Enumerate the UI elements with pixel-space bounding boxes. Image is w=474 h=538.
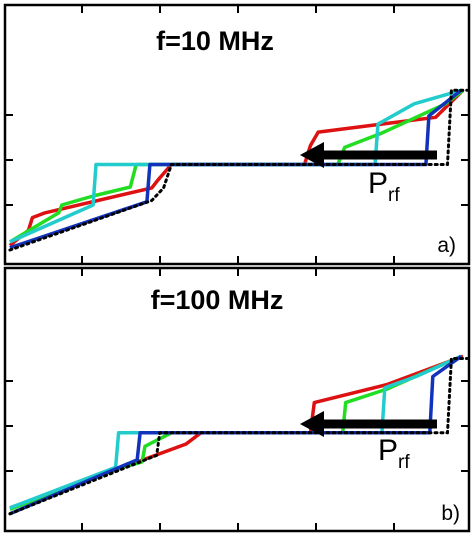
plot-area-b: [5, 268, 469, 531]
series-line-1: [8, 89, 465, 247]
arrow-label-a: Prf: [368, 167, 400, 206]
power-arrow-a: [300, 142, 437, 168]
plot-frame-a: [3, 3, 471, 266]
arrow-head-a: [300, 142, 324, 168]
arrow-label-b: Prf: [378, 434, 410, 473]
panel-b: f=100 MHz Prf b): [3, 266, 471, 533]
panel-label-b: b): [441, 502, 460, 525]
panel-label-a: a): [437, 234, 456, 257]
arrow-head-b: [300, 411, 324, 437]
panel-a: f=10 MHz Prf a): [3, 3, 471, 266]
plot-area-a: [5, 5, 469, 264]
plot-frame-b: [3, 266, 471, 533]
series-line-0: [8, 88, 469, 252]
power-arrow-b: [300, 411, 437, 437]
series-line-0: [8, 357, 469, 516]
chart-title-b: f=100 MHz: [151, 285, 284, 315]
chart-title-a: f=10 MHz: [156, 26, 274, 56]
